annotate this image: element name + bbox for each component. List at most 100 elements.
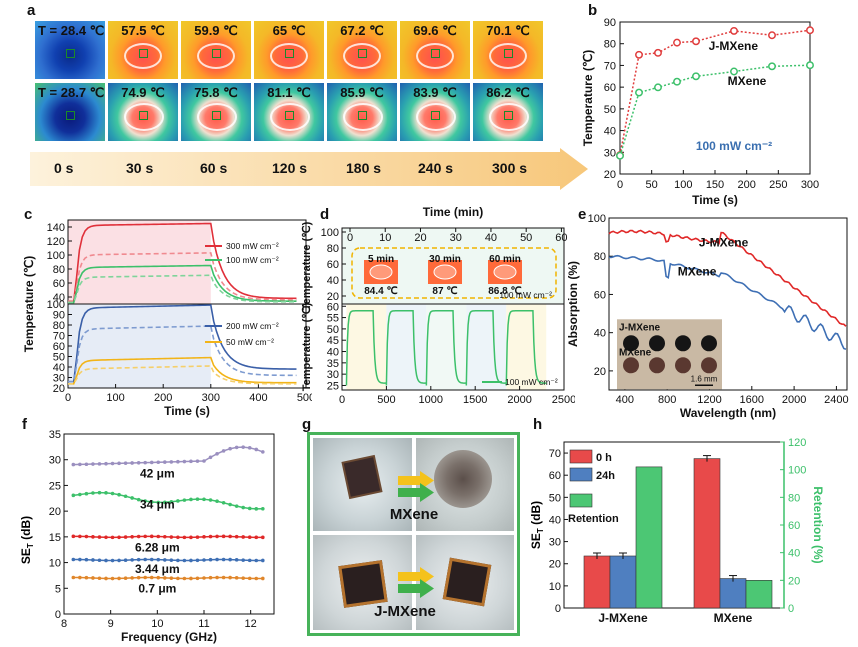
y-tick-label: 100 xyxy=(788,465,806,477)
inset-note: 100 mW cm⁻² xyxy=(499,290,552,300)
x-tick-label: 2500 xyxy=(552,394,575,406)
data-point xyxy=(692,37,700,46)
y-tick-label: 55 xyxy=(327,313,339,325)
data-point xyxy=(176,459,180,464)
data-point xyxy=(104,535,108,540)
data-point xyxy=(71,575,76,580)
y-tick-label: 30 xyxy=(327,369,339,381)
y-tick-label: 60 xyxy=(327,259,339,271)
data-point xyxy=(143,460,147,465)
bar xyxy=(745,580,773,609)
data-point xyxy=(247,535,252,540)
legend-swatch xyxy=(569,493,593,508)
crosshair-icon xyxy=(139,111,148,120)
data-point xyxy=(768,31,776,40)
data-point xyxy=(221,575,226,580)
shaded-region xyxy=(346,304,387,390)
inset-temperature: 86.8 ℃ xyxy=(488,286,521,297)
thermal-temperature-label: 74.9 ℃ xyxy=(121,85,165,100)
data-point xyxy=(104,558,108,563)
inset-label: MXene xyxy=(619,347,652,358)
y-axis-label: SET (dB) xyxy=(529,501,545,549)
crosshair-icon xyxy=(66,49,75,58)
y-tick-label: 70 xyxy=(53,331,65,343)
series-label: 0.7 μm xyxy=(138,581,176,595)
y-tick-label: 10 xyxy=(549,581,561,593)
data-point xyxy=(202,576,206,580)
x-tick-label: 500 xyxy=(297,392,312,404)
data-point xyxy=(189,576,193,581)
series-label: MXene xyxy=(728,74,767,88)
y-tick-label: 20 xyxy=(49,506,61,518)
thermal-image: 83.9 ℃ xyxy=(399,82,471,142)
y-tick-label: 60 xyxy=(549,470,561,482)
data-point xyxy=(104,461,108,466)
panel-letter-d: d xyxy=(320,206,330,223)
series-line xyxy=(68,264,297,304)
data-point xyxy=(143,499,147,503)
data-point xyxy=(78,492,82,497)
thermal-temperature-label: 65 ℃ xyxy=(272,23,306,38)
panel-letter-e: e xyxy=(578,206,587,223)
y-tick-label: 90 xyxy=(53,310,65,322)
y-axis-label: SET (dB) xyxy=(19,516,35,564)
data-point xyxy=(149,500,154,504)
y-tick-label: 30 xyxy=(604,147,616,159)
scale-label: 1.6 mm xyxy=(691,374,718,383)
y-tick-label: 80 xyxy=(788,492,800,504)
time-label: 180 s xyxy=(346,160,382,176)
data-point xyxy=(163,576,167,580)
data-point xyxy=(254,507,259,511)
disintegrated-sample xyxy=(434,450,492,508)
data-point xyxy=(215,575,219,580)
crosshair-icon xyxy=(358,111,367,120)
x-tick-label: 100 xyxy=(106,392,124,404)
shaded-region xyxy=(426,304,467,390)
sample-dot xyxy=(701,335,717,352)
time-label: 30 s xyxy=(126,160,154,176)
y-axis-label: Temperature (℃) xyxy=(22,256,36,353)
data-point xyxy=(806,26,814,35)
data-point xyxy=(156,534,161,539)
series-label: 3.44 μm xyxy=(135,562,180,576)
x-tick-label: 9 xyxy=(108,618,114,630)
sample-dot xyxy=(675,357,691,374)
data-point xyxy=(71,557,76,562)
y-tick-label: 20 xyxy=(53,383,65,395)
data-point xyxy=(123,576,128,581)
data-point xyxy=(169,535,174,539)
data-point xyxy=(221,500,226,505)
thermal-image: T = 28.4 ℃ xyxy=(34,20,106,80)
inset-box xyxy=(351,247,557,299)
data-point xyxy=(228,575,232,580)
inset-temperature: 84.4 ℃ xyxy=(364,286,397,297)
data-point xyxy=(228,502,232,507)
shaded-region xyxy=(506,304,547,390)
series-line xyxy=(68,356,297,385)
data-point xyxy=(208,575,213,580)
data-point xyxy=(97,558,102,563)
y-tick-label: 50 xyxy=(604,104,616,116)
y-tick-label: 40 xyxy=(327,347,339,359)
y-tick-label: 20 xyxy=(549,559,561,571)
crosshair-icon xyxy=(212,49,221,58)
y-tick-label: 40 xyxy=(788,548,800,560)
series-label: J-MXene xyxy=(709,39,759,53)
y-tick-label: 60 xyxy=(53,341,65,353)
thermal-image: 65 ℃ xyxy=(253,20,325,80)
sample-dot xyxy=(623,357,639,374)
x-tick-label: 10 xyxy=(379,232,391,244)
data-point xyxy=(221,534,226,539)
panel-letter-g: g xyxy=(302,416,312,433)
y-tick-label: 0 xyxy=(555,603,561,615)
plot-frame xyxy=(341,227,565,391)
series-label: 42 μm xyxy=(140,467,175,481)
thermal-image: 75.8 ℃ xyxy=(180,82,252,142)
x-tick-label: 1000 xyxy=(419,394,443,406)
data-point xyxy=(221,557,226,562)
data-point xyxy=(241,576,245,580)
y-tick-label: 30 xyxy=(53,373,65,385)
x-axis-label: Time (s) xyxy=(692,193,738,207)
temperature-time-chart: 20 30 40 50 60 70 80 90 0 50 100 150 200 250 300 Time (… xyxy=(581,17,819,207)
data-point xyxy=(195,497,200,501)
